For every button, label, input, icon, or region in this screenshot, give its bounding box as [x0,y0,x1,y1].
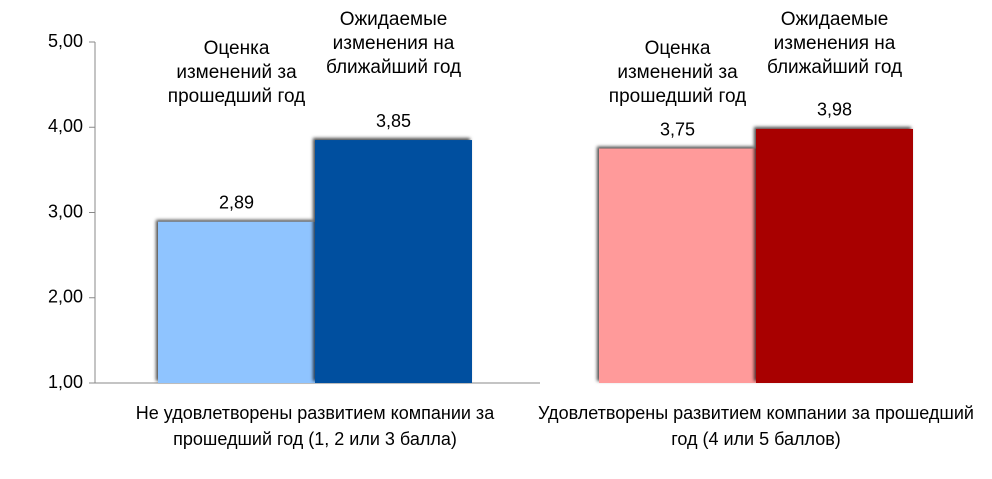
series-label: Оценка изменений за прошедший год [167,38,306,107]
y-tick-label: 3,00 [48,201,83,221]
x-tick-label: Удовлетворены развитием компании за прош… [538,403,974,449]
y-tick-label: 4,00 [48,116,83,136]
y-tick-label: 5,00 [48,31,83,51]
y-tick-label: 2,00 [48,287,83,307]
series-label: Ожидаемые изменения на ближайший год [766,9,903,78]
value-label: 3,75 [660,119,695,139]
value-label: 3,85 [376,111,411,131]
bar [158,221,315,383]
x-tick-label: Не удовлетворены развитием компании за п… [135,403,495,449]
bar [756,128,913,383]
bar [315,140,472,383]
series-label: Ожидаемые изменения на ближайший год [325,9,462,78]
bar [599,148,756,383]
value-label: 2,89 [219,193,254,213]
value-label: 3,98 [817,100,852,120]
y-tick-label: 1,00 [48,372,83,392]
series-label: Оценка изменений за прошедший год [608,38,747,107]
